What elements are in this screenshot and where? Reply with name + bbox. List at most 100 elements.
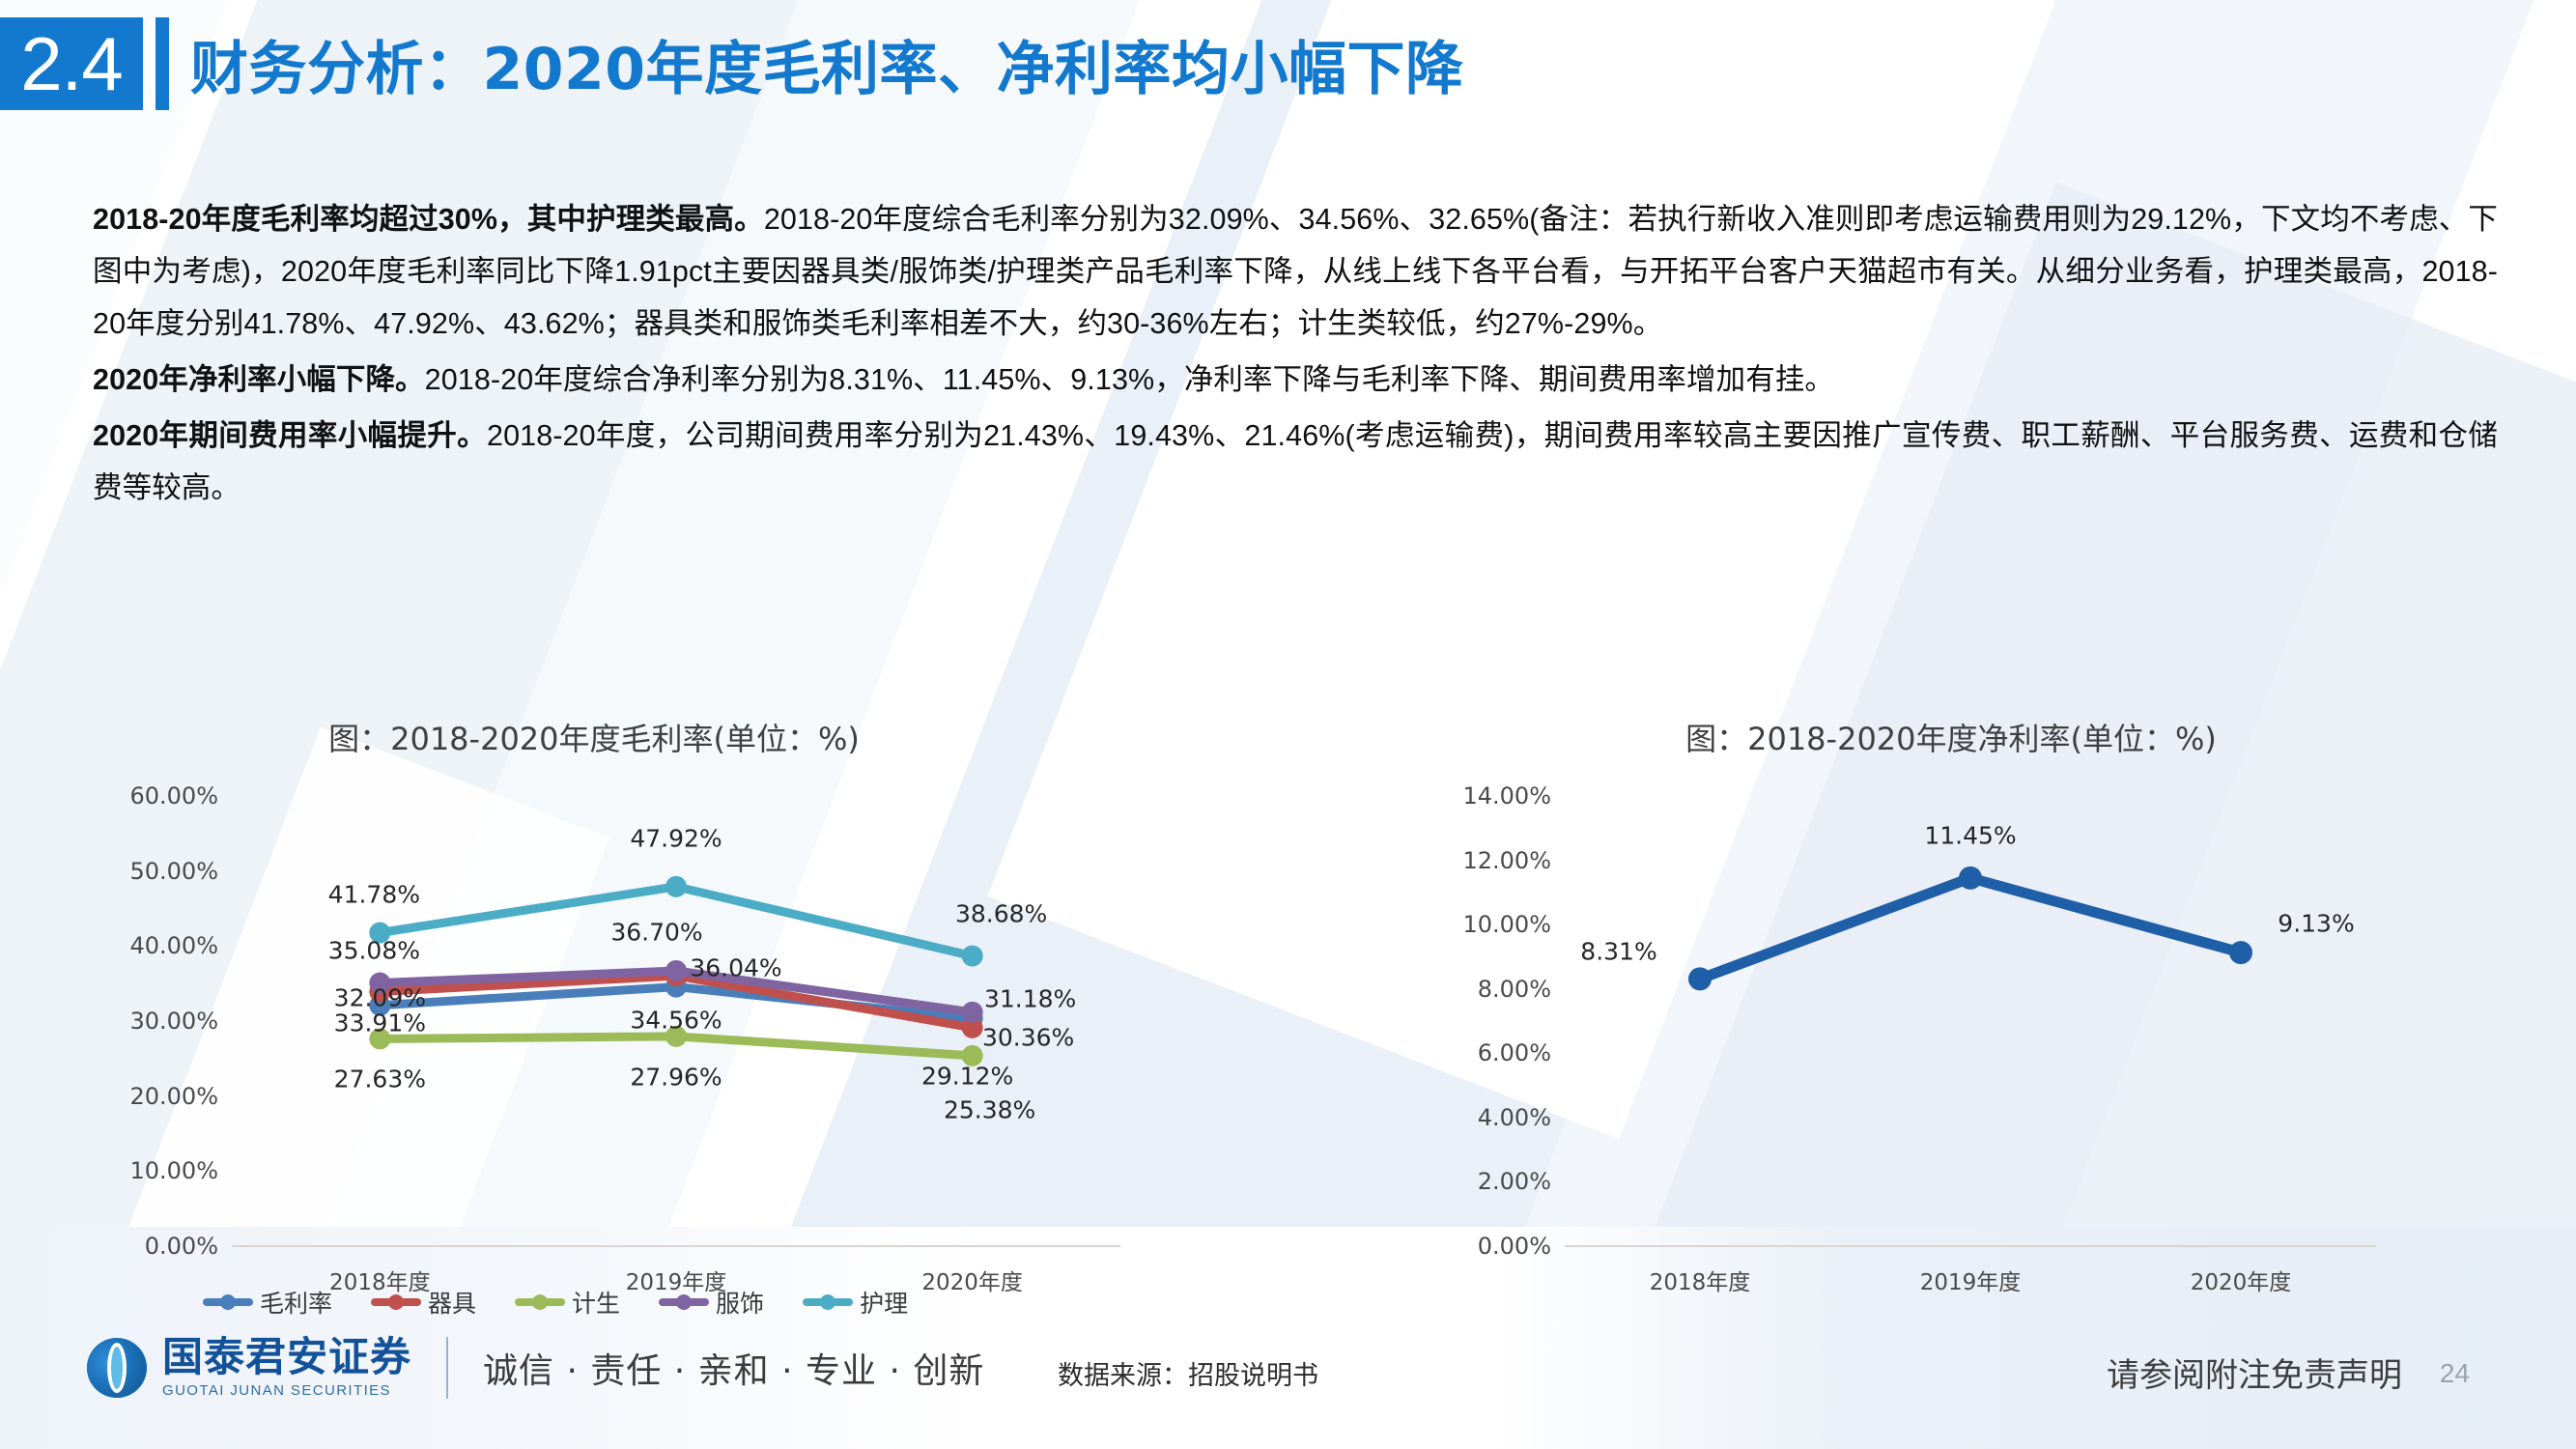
- chart-data-point: [369, 922, 391, 944]
- chart-data-point: [369, 972, 391, 994]
- slide-header: 2.4 财务分析：2020年度毛利率、净利率均小幅下降: [0, 17, 1464, 110]
- company-slogan: 诚信 · 责任 · 亲和 · 专业 · 创新: [483, 1351, 985, 1391]
- chart-data-label: 27.63%: [333, 1065, 426, 1094]
- page-title: 财务分析：2020年度毛利率、净利率均小幅下降: [190, 35, 1464, 103]
- chart-data-label: 25.38%: [943, 1095, 1036, 1124]
- legend-label: 毛利率: [260, 1290, 333, 1318]
- chart-gross-margin: 图：2018-2020年度毛利率(单位：%) 0.00% 10.00% 20.00%…: [58, 715, 1207, 1318]
- chart-data-label: 33.91%: [333, 1009, 426, 1037]
- chart-data-point: [1959, 866, 1982, 890]
- y-axis-tick: 6.00%: [1477, 1039, 1551, 1067]
- paragraph-gross-margin: 2018-20年度毛利率均超过30%，其中护理类最高。2018-20年度综合毛利…: [93, 193, 2498, 350]
- legend-label: 护理: [860, 1290, 909, 1318]
- y-axis-tick: 0.00%: [144, 1233, 218, 1260]
- chart-line-净利率: [1694, 872, 2247, 984]
- chart-data-label: 31.18%: [983, 984, 1077, 1013]
- disclaimer-note: 请参阅附注免责声明: [2107, 1356, 2402, 1395]
- chart-data-label: 36.70%: [610, 918, 703, 947]
- chart-legend: 毛利率 器具 计生 服饰 护理: [203, 1285, 908, 1320]
- chart-data-point: [665, 875, 687, 897]
- chart-data-label: 47.92%: [630, 824, 722, 853]
- y-axis-tick: 40.00%: [129, 932, 218, 960]
- chart-data-label: 35.08%: [327, 936, 420, 965]
- legend-item-服饰[interactable]: 服饰: [659, 1285, 764, 1320]
- logo-mark-icon: [87, 1338, 147, 1398]
- chart-plot-area: 0.00% 2.00% 4.00% 6.00% 8.00% 10.00% 12.00% 14.…: [1381, 767, 2521, 1314]
- legend-swatch-icon: [803, 1298, 854, 1306]
- y-axis-tick: 2.00%: [1477, 1168, 1551, 1196]
- y-axis-tick: 8.00%: [1477, 975, 1551, 1003]
- paragraph-2-text: 2018-20年度综合净利率分别为8.31%、11.45%、9.13%，净利率下…: [424, 363, 1835, 396]
- chart-data-point: [1688, 967, 1712, 991]
- chart-data-label: 27.96%: [630, 1063, 722, 1092]
- chart-series-svg: [1688, 866, 2252, 991]
- paragraph-2-lead: 2020年净利率小幅下降。: [93, 363, 425, 396]
- y-axis-tick: 12.00%: [1462, 846, 1551, 874]
- chart-data-label: 9.13%: [2278, 909, 2355, 938]
- y-axis-tick: 30.00%: [129, 1008, 218, 1035]
- chart-title: 图：2018-2020年度净利率(单位：%): [1685, 721, 2217, 757]
- chart-data-label: 8.31%: [1580, 937, 1657, 966]
- chart-data-point: [961, 1001, 983, 1023]
- legend-swatch-icon: [371, 1298, 422, 1306]
- chart-data-point: [665, 1025, 687, 1047]
- logo-name-en: GUOTAI JUNAN SECURITIES: [162, 1382, 391, 1399]
- header-accent-bar: [156, 17, 169, 110]
- x-axis-tick: 2020年度: [2190, 1270, 2292, 1295]
- chart-data-point: [665, 959, 687, 981]
- logo-name-zh: 国泰君安证券: [162, 1333, 412, 1380]
- legend-label: 器具: [428, 1290, 477, 1318]
- chart-data-point: [961, 1016, 983, 1038]
- legend-item-计生[interactable]: 计生: [515, 1285, 620, 1320]
- y-axis-tick: 60.00%: [129, 782, 218, 810]
- paragraph-1-text: 2018-20年度综合毛利率分别为32.09%、34.56%、32.65%(备注…: [93, 203, 2498, 340]
- paragraph-3-text: 2018-20年度，公司期间费用率分别为21.43%、19.43%、21.46%…: [93, 419, 2498, 504]
- chart-data-label: 11.45%: [1924, 821, 2017, 850]
- y-axis-tick: 0.00%: [1477, 1233, 1551, 1260]
- x-axis-tick: 2020年度: [921, 1270, 1023, 1295]
- page-number: 24: [2439, 1358, 2470, 1388]
- chart-data-label: 32.09%: [333, 983, 426, 1012]
- legend-label: 服饰: [716, 1290, 765, 1318]
- y-axis-tick: 50.00%: [129, 857, 218, 885]
- y-axis-tick: 4.00%: [1477, 1103, 1551, 1131]
- legend-item-器具[interactable]: 器具: [371, 1285, 476, 1320]
- footer-background: [0, 1227, 2576, 1449]
- x-axis-line: [232, 1245, 1120, 1247]
- legend-swatch-icon: [203, 1298, 253, 1306]
- paragraph-1-lead: 2018-20年度毛利率均超过30%，其中护理类最高。: [93, 203, 764, 236]
- y-axis-tick: 14.00%: [1462, 782, 1551, 810]
- chart-data-label: 30.36%: [981, 1023, 1075, 1052]
- legend-swatch-icon: [659, 1298, 710, 1306]
- legend-item-毛利率[interactable]: 毛利率: [203, 1285, 332, 1320]
- paragraph-expense-ratio: 2020年期间费用率小幅提升。2018-20年度，公司期间费用率分别为21.43…: [93, 410, 2498, 514]
- chart-data-point: [961, 1044, 983, 1066]
- y-axis-tick: 20.00%: [129, 1082, 218, 1110]
- chart-net-margin: 图：2018-2020年度净利率(单位：%) 0.00% 2.00% 4.00% 6.…: [1381, 715, 2521, 1314]
- x-axis-tick: 2019年度: [625, 1270, 727, 1295]
- chart-data-point: [2229, 941, 2252, 965]
- slide-footer: 国泰君安证券 GUOTAI JUNAN SECURITIES 诚信 · 责任 ·…: [0, 1304, 2576, 1449]
- legend-swatch-icon: [515, 1298, 566, 1306]
- chart-data-label: 41.78%: [327, 880, 420, 908]
- data-source-note: 数据来源：招股说明书: [1058, 1361, 1318, 1391]
- chart-series-svg: [369, 875, 983, 1066]
- paragraph-net-margin: 2020年净利率小幅下降。2018-20年度综合净利率分别为8.31%、11.4…: [93, 354, 2498, 406]
- x-axis-tick: 2018年度: [1649, 1270, 1751, 1295]
- company-logo: 国泰君安证券 GUOTAI JUNAN SECURITIES 诚信 · 责任 ·…: [87, 1337, 984, 1399]
- y-axis-tick: 10.00%: [129, 1157, 218, 1185]
- chart-data-point: [961, 945, 983, 967]
- x-axis-line: [1565, 1245, 2376, 1247]
- chart-title: 图：2018-2020年度毛利率(单位：%): [328, 721, 860, 757]
- y-axis-tick: 10.00%: [1462, 911, 1551, 939]
- x-axis-tick: 2018年度: [329, 1270, 431, 1295]
- body-copy: 2018-20年度毛利率均超过30%，其中护理类最高。2018-20年度综合毛利…: [93, 193, 2498, 518]
- section-number-badge: 2.4: [0, 17, 143, 110]
- chart-plot-area: 0.00% 10.00% 20.00% 30.00% 40.00% 50.00% 60.00…: [58, 767, 1207, 1314]
- legend-item-护理[interactable]: 护理: [803, 1285, 908, 1320]
- paragraph-3-lead: 2020年期间费用率小幅提升。: [93, 419, 487, 452]
- chart-data-label: 36.04%: [690, 953, 782, 982]
- chart-data-label: 38.68%: [954, 899, 1048, 928]
- x-axis-tick: 2019年度: [1919, 1270, 2022, 1295]
